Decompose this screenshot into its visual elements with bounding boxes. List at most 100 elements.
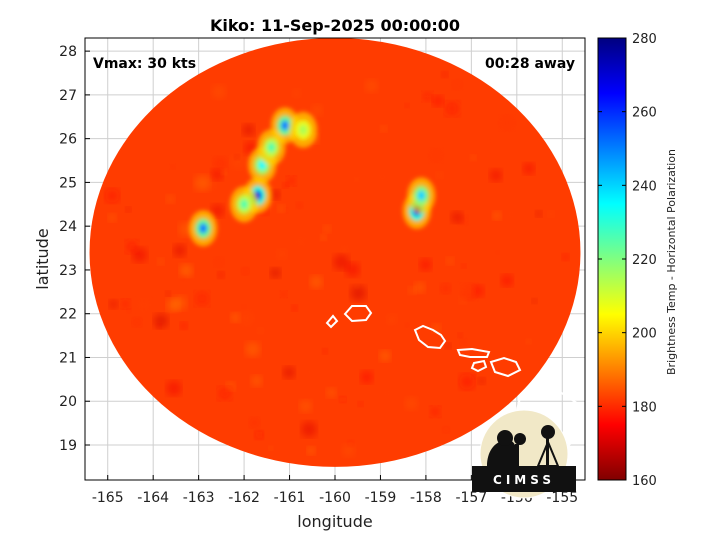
- texture-blob: [280, 290, 288, 298]
- texture-blob: [299, 399, 312, 413]
- texture-blob: [311, 104, 323, 117]
- texture-blob: [378, 172, 388, 182]
- texture-blob: [419, 258, 432, 271]
- colorbar-label: Brightness Temp - Horizontal Polarizatio…: [665, 149, 678, 375]
- texture-blob: [282, 182, 289, 189]
- texture-blob: [339, 396, 347, 403]
- texture-blob: [301, 421, 317, 438]
- island-lanai: [470, 359, 488, 373]
- colorbar-tick-label: 240: [632, 179, 657, 194]
- texture-blob: [166, 380, 182, 396]
- texture-blob: [120, 299, 131, 309]
- x-tick-label: -162: [228, 490, 260, 506]
- texture-blob: [165, 194, 175, 204]
- chart-title: Kiko: 11-Sep-2025 00:00:00: [210, 16, 460, 35]
- texture-blob: [422, 91, 433, 102]
- texture-blob: [157, 258, 165, 266]
- colorbar-tick-label: 160: [632, 474, 657, 489]
- texture-blob: [257, 327, 264, 334]
- texture-blob: [500, 274, 514, 287]
- texture-blob: [523, 162, 535, 175]
- x-tick-label: -158: [410, 490, 442, 506]
- texture-blob: [326, 387, 337, 398]
- texture-blob: [194, 291, 210, 307]
- colorbar-tick-label: 200: [632, 327, 657, 342]
- texture-blob: [282, 366, 296, 379]
- texture-blob: [429, 406, 441, 418]
- texture-blob: [562, 253, 570, 261]
- y-tick-label: 19: [59, 438, 77, 454]
- island-kahoolawe: [489, 356, 522, 378]
- texture-blob: [457, 332, 463, 338]
- texture-blob: [234, 154, 240, 160]
- y-axis-label: latitude: [33, 228, 52, 289]
- texture-blob: [414, 281, 426, 294]
- texture-blob: [269, 189, 281, 200]
- texture-blob: [238, 310, 254, 326]
- colorbar-tick-label: 220: [632, 253, 657, 268]
- texture-blob: [408, 286, 417, 295]
- texture-blob: [547, 211, 555, 218]
- y-axis: 19 20 21 22 23 24 25 26 27 28: [59, 44, 90, 454]
- texture-blob: [180, 322, 188, 330]
- texture-blob: [350, 285, 367, 302]
- texture-blob: [478, 377, 486, 385]
- texture-blob: [451, 211, 464, 224]
- y-tick-label: 28: [59, 44, 77, 60]
- texture-blob: [213, 156, 228, 171]
- cold-feature: [417, 190, 426, 201]
- y-tick-label: 27: [59, 88, 77, 104]
- texture-blob: [179, 263, 193, 278]
- texture-blob: [211, 168, 223, 181]
- texture-blob: [165, 290, 171, 297]
- texture-blob: [277, 204, 286, 213]
- texture-blob: [495, 250, 500, 255]
- texture-blob: [333, 254, 350, 271]
- texture-blob: [342, 444, 355, 457]
- y-tick-label: 22: [59, 307, 77, 323]
- texture-blob: [211, 84, 226, 99]
- texture-blob: [194, 175, 211, 191]
- texture-blob: [245, 341, 261, 357]
- texture-blob: [254, 430, 264, 440]
- plot-area: -165 -164 -163 -162 -161 -160 -159 -158 -157 -156…: [59, 37, 586, 506]
- texture-blob: [170, 164, 176, 170]
- x-tick-label: -157: [455, 490, 487, 506]
- texture-blob: [354, 284, 360, 289]
- island-maui: [456, 347, 491, 358]
- x-tick-label: -164: [137, 490, 169, 506]
- x-tick-label: -165: [92, 490, 124, 506]
- texture-blob: [241, 267, 250, 275]
- texture-blob: [323, 224, 332, 233]
- texture-blob: [492, 211, 502, 220]
- logo-text: CIMSS: [493, 473, 555, 487]
- texture-blob: [404, 397, 418, 411]
- island-kauai: [325, 314, 339, 329]
- texture-blob: [526, 339, 532, 344]
- texture-blob: [132, 317, 142, 328]
- texture-blob: [357, 401, 364, 407]
- texture-blob: [309, 368, 316, 375]
- texture-blob: [535, 210, 543, 218]
- texture-blob: [270, 267, 281, 279]
- texture-blob: [365, 79, 378, 93]
- texture-blob: [173, 244, 186, 257]
- texture-blob: [458, 282, 475, 299]
- texture-blob: [404, 103, 410, 109]
- texture-blob: [441, 71, 449, 78]
- x-tick-label: -159: [365, 490, 397, 506]
- colorbar-tick-label: 260: [632, 106, 657, 121]
- colorbar-gradient: [597, 37, 627, 481]
- y-tick-label: 26: [59, 132, 77, 148]
- texture-blob: [217, 386, 232, 401]
- texture-blob: [446, 256, 455, 265]
- texture-blob: [108, 299, 118, 309]
- texture-blob: [442, 426, 450, 434]
- texture-blob: [213, 257, 224, 268]
- colorbar-ticks: 160 180 200 220 240 260 280: [598, 32, 657, 489]
- texture-blob: [291, 305, 298, 312]
- texture-blob: [107, 213, 117, 222]
- colorbar: 160 180 200 220 240 260 280 Brightness Temp - …: [597, 32, 678, 489]
- texture-blob: [429, 148, 443, 163]
- texture-blob: [125, 240, 139, 254]
